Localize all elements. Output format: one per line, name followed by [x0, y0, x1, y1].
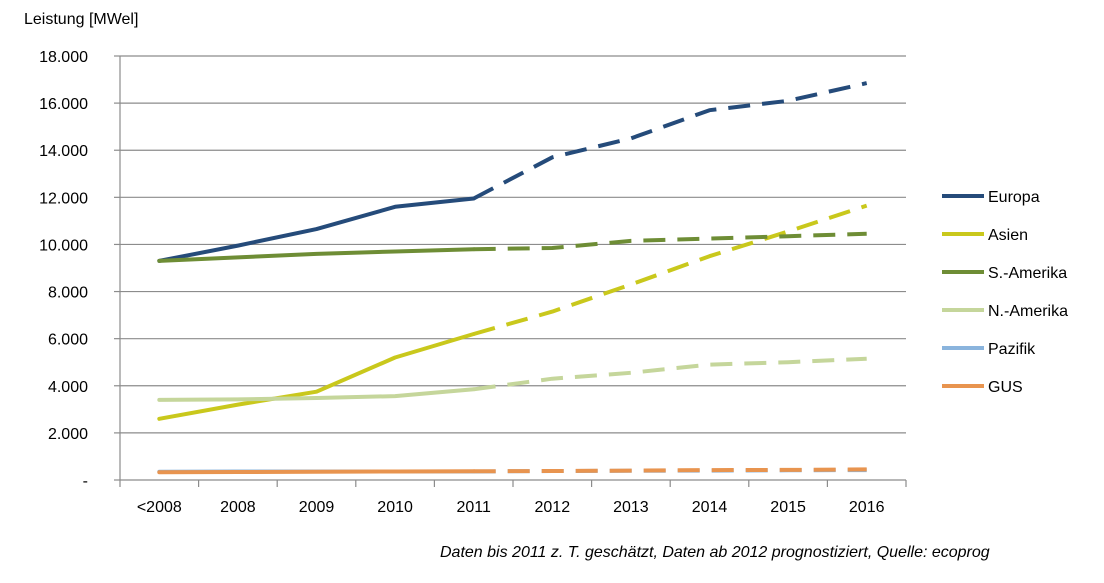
x-tick-label: 2012	[535, 499, 571, 516]
series-lines	[157, 81, 868, 475]
legend-item: S.-Amerika	[942, 265, 1067, 282]
y-tick-label: 12.000	[39, 190, 88, 207]
series-line-forecast	[473, 203, 868, 336]
series-n-amerika	[157, 356, 867, 402]
legend-label: Europa	[988, 189, 1040, 206]
legend-item: Pazifik	[942, 341, 1036, 358]
legend-item: Europa	[942, 189, 1040, 206]
y-tick-label: 10.000	[39, 237, 88, 254]
y-tick-label: 6.000	[48, 332, 88, 349]
legend-label: S.-Amerika	[988, 265, 1067, 282]
x-tick-label: 2008	[220, 499, 256, 516]
series-line-actual	[157, 332, 476, 421]
y-tick-label: 14.000	[39, 143, 88, 160]
x-axis: <2008 2008 2009 2010 2011 2012 2013 2014 2015 201…	[119, 479, 907, 516]
x-tick-label: 2014	[692, 499, 728, 516]
series-s-amerika	[157, 231, 867, 263]
y-axis-ticks: - 2.000 4.000 6.000 8.000 10.000 12.000 14.000 1…	[39, 49, 121, 490]
series-line-forecast	[472, 81, 868, 201]
series-line-forecast	[473, 467, 867, 474]
series-asien	[157, 203, 868, 421]
y-tick-label: 8.000	[48, 285, 88, 302]
x-tick-label: 2011	[456, 499, 491, 516]
x-tick-label: 2009	[299, 499, 335, 516]
legend-label: GUS	[988, 379, 1023, 396]
y-tick-label: -	[83, 473, 88, 490]
series-line-actual	[157, 387, 476, 402]
legend-item: N.-Amerika	[942, 303, 1068, 320]
legend-item: GUS	[942, 379, 1023, 396]
series-line-forecast	[473, 231, 867, 252]
series-line-forecast	[473, 356, 867, 392]
series-europa	[157, 81, 868, 263]
x-tick-label: <2008	[137, 499, 182, 516]
legend: Europa Asien S.-Amerika N.-Amerika Pazifik GU…	[942, 189, 1068, 396]
y-axis-label: Leistung [MWel]	[24, 11, 138, 28]
y-tick-label: 18.000	[39, 49, 88, 66]
series-line-actual	[157, 469, 476, 475]
series-line-actual	[157, 247, 476, 263]
x-tick-label: 2015	[770, 499, 806, 516]
y-tick-label: 16.000	[39, 96, 88, 113]
y-tick-label: 4.000	[48, 379, 88, 396]
x-tick-label: 2013	[613, 499, 649, 516]
source-note: Daten bis 2011 z. T. geschätzt, Daten ab…	[440, 544, 990, 561]
x-tick-label: 2010	[377, 499, 413, 516]
legend-label: Pazifik	[988, 341, 1036, 358]
series-gus	[157, 467, 867, 475]
legend-item: Asien	[942, 227, 1028, 244]
series-line-actual	[157, 196, 476, 263]
series-line-forecast	[473, 468, 867, 474]
x-tick-label: 2016	[849, 499, 885, 516]
legend-label: N.-Amerika	[988, 303, 1068, 320]
legend-label: Asien	[988, 227, 1028, 244]
y-tick-label: 2.000	[48, 426, 88, 443]
